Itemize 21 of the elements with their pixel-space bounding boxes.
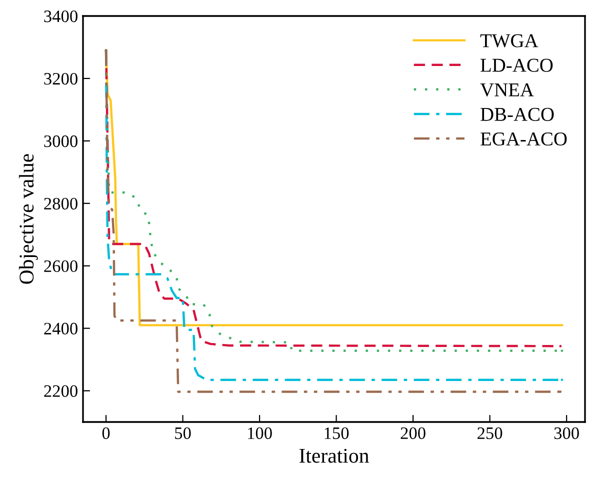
x-axis-title: Iteration bbox=[299, 448, 369, 463]
x-tick-label: 200 bbox=[400, 427, 426, 440]
x-tick-label: 150 bbox=[324, 427, 349, 440]
y-tick-label: 3400 bbox=[44, 10, 78, 22]
y-tick-label: 3200 bbox=[44, 72, 78, 85]
x-tick-label: 50 bbox=[175, 427, 191, 440]
y-tick-label: 3000 bbox=[44, 135, 78, 148]
x-tick-label: 300 bbox=[554, 427, 579, 440]
legend-label: LD-ACO bbox=[480, 58, 553, 72]
y-tick-label: 2200 bbox=[44, 385, 78, 397]
legend-label: TWGA bbox=[480, 34, 538, 48]
x-tick-label: 0 bbox=[102, 427, 110, 440]
y-axis-title: Objective value bbox=[18, 154, 38, 284]
y-tick-label: 2600 bbox=[44, 260, 78, 272]
x-tick-label: 100 bbox=[248, 427, 272, 440]
y-tick-label: 2400 bbox=[44, 322, 78, 334]
legend-label: VNEA bbox=[480, 83, 534, 97]
legend-label: EGA-ACO bbox=[480, 132, 567, 146]
legend-label: DB-ACO bbox=[480, 108, 554, 121]
x-tick-label: 250 bbox=[478, 427, 502, 440]
y-tick-label: 2800 bbox=[44, 198, 78, 210]
